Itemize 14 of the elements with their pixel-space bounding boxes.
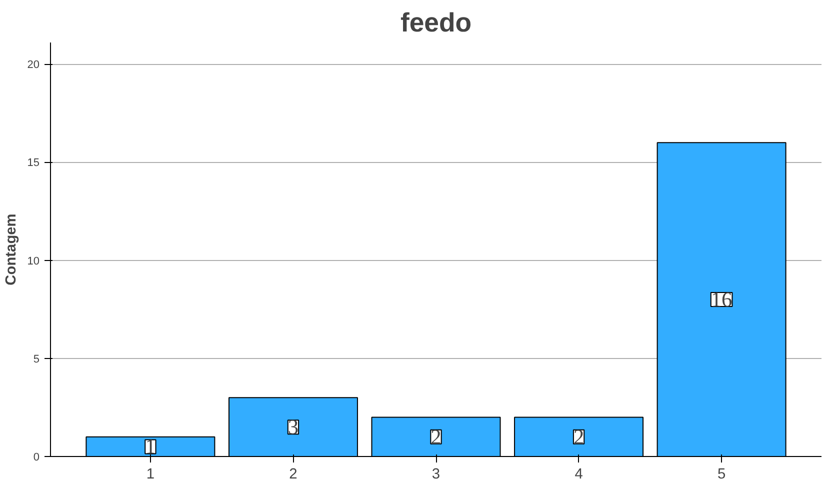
data-label: 16 <box>710 288 733 312</box>
chart-title: feedo <box>400 8 472 38</box>
data-label: 1 <box>145 434 156 459</box>
y-tick-label: 15 <box>27 157 40 170</box>
x-tick-label: 1 <box>146 466 155 481</box>
y-tick-label: 10 <box>27 255 40 268</box>
x-tick-label: 3 <box>432 466 440 481</box>
y-axis-title: Contagem <box>3 214 20 286</box>
x-tick-label: 5 <box>717 466 726 481</box>
y-tick-label: 0 <box>33 452 40 464</box>
y-tick-label: 20 <box>27 59 40 72</box>
x-tick-label: 4 <box>574 466 583 481</box>
y-tick-label: 5 <box>33 353 40 366</box>
x-tick-label: 2 <box>289 466 298 481</box>
